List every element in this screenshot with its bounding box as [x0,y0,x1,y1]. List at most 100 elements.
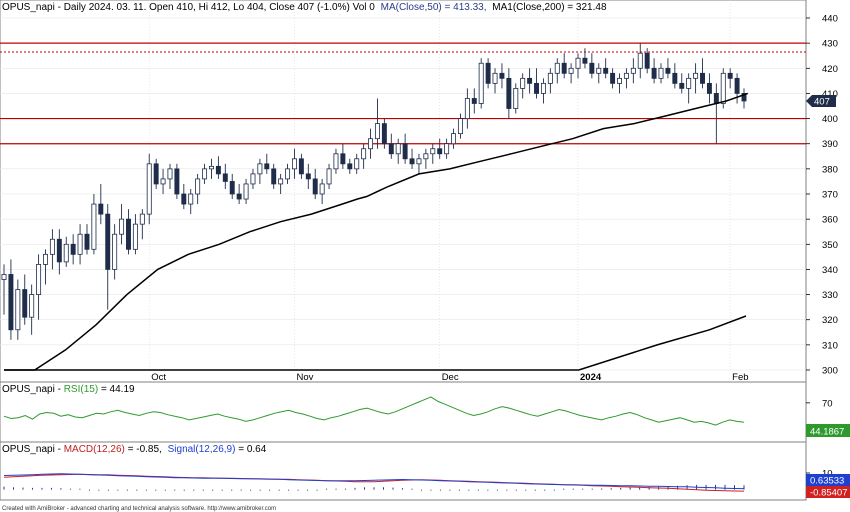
candle-body [15,289,21,331]
rsi-header-value: = 44.19 [101,384,135,395]
candle-body [485,62,491,84]
price-tick-label: 360 [822,215,838,226]
candle-body [153,163,159,185]
candle-body [229,181,235,195]
candle-body [167,168,173,180]
rsi-tick-label: 70 [822,398,833,409]
macd-header-label: MACD(12,26) [64,444,125,455]
candle-body [77,233,83,255]
candle-body [98,203,104,215]
candle-body [160,178,166,185]
candle-body [686,77,692,89]
candle-body [706,82,712,94]
month-label: Dec [442,372,459,383]
ma50-line [4,92,749,371]
candle-body [202,168,208,180]
candle-body [340,153,346,165]
footer-credit: Created with AmiBroker - advanced charti… [2,506,277,512]
candle-body [623,72,629,79]
candle-body [665,67,671,74]
price-candles [1,43,747,340]
rsi-tag-label: 44.1867 [810,427,844,438]
macd-header-ticker: OPUS_napi - [2,444,64,455]
candle-body [409,158,415,165]
signal-tag-label: -0.85407 [810,488,848,499]
candle-body [700,72,705,84]
candle-body [174,168,180,195]
price-tick-label: 340 [822,265,838,276]
candle-body [119,218,125,235]
candle-body [195,178,201,195]
candle-body [91,203,97,250]
candle-body [582,57,588,64]
macd-tag-label: 0.63533 [810,476,844,487]
candle-body [8,274,14,331]
month-label: Feb [732,372,748,383]
candle-body [181,193,187,205]
rsi-header-label: RSI(15) [64,384,98,395]
macd-header-value: = -0.85, [128,444,162,455]
candle-body [596,67,602,74]
candle-body [361,148,367,160]
candle-body [561,62,567,74]
candle-body [1,274,7,280]
candle-body [527,77,533,84]
candle-body [540,82,546,94]
candle-body [105,213,111,270]
price-tick-label: 390 [822,139,838,150]
candle-body [291,158,297,170]
price-tick-label: 400 [822,114,838,125]
month-label: 2024 [580,372,602,383]
candle-body [693,72,699,79]
candle-body [534,82,539,94]
candle-body [617,77,622,84]
candle-body [49,238,55,255]
candle-body [374,123,380,140]
candle-body [471,98,477,104]
candle-body [222,173,228,182]
candle-body [43,253,48,265]
macd-value-tags: 0.63533-0.85407 [806,474,850,499]
candle-body [112,233,118,270]
candle-body [209,165,214,170]
candle-body [651,67,657,79]
candle-body [679,82,685,89]
candle-body [70,243,76,255]
rsi-last-value-tag: 44.1867 [806,424,850,438]
price-tick-label: 420 [822,64,838,75]
candle-body [63,243,69,263]
candle-body [451,133,457,145]
ma200-line [4,315,747,371]
price-tick-label: 430 [822,39,838,50]
candle-body [319,183,325,195]
rsi-y-axis: 70 [806,398,833,409]
candle-body [312,178,318,195]
candle-body [720,72,726,104]
candle-body [243,183,249,200]
candle-body [644,52,650,69]
rsi-tag-shape [806,424,850,437]
candle-body [547,72,553,84]
candle-body [492,72,498,84]
candle-body [520,77,526,89]
candle-body [381,123,387,145]
candle-body [734,77,740,94]
price-header: OPUS_napi - Daily 2024. 03. 11. Open 410… [2,2,607,13]
price-header-info: OPUS_napi - Daily 2024. 03. 11. Open 410… [2,2,375,13]
price-tick-label: 330 [822,290,838,301]
macd-panel-frame [0,441,807,501]
candle-body [29,294,35,318]
candle-body [713,93,719,104]
candle-body [513,88,519,109]
macd-tag-shape [806,474,850,486]
candle-body [368,138,374,150]
candle-body [637,52,643,69]
last-price-tag: 407 [806,94,836,107]
candle-body [305,173,311,180]
candle-body [464,98,470,119]
candle-body [741,93,747,102]
candle-body [333,153,339,170]
price-panel-frame [0,0,807,383]
candle-body [423,153,429,160]
